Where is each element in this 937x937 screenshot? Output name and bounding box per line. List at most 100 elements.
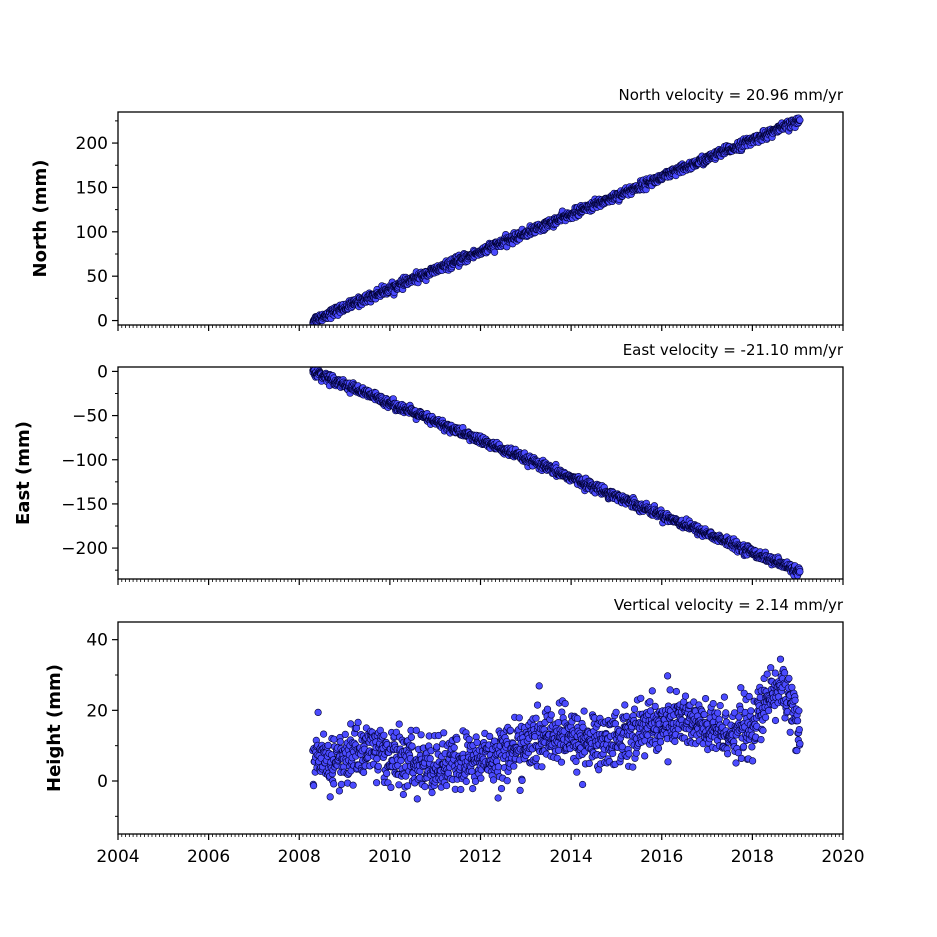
- x-tick-label: 2020: [821, 847, 864, 867]
- data-point: [407, 733, 416, 741]
- data-point: [737, 754, 746, 763]
- x-tick-label: 2004: [96, 847, 139, 867]
- data-point: [625, 750, 633, 758]
- data-point: [503, 777, 511, 785]
- y-tick-label: 20: [86, 701, 108, 721]
- y-tick-label: 0: [97, 312, 108, 332]
- y-tick-label: 200: [76, 134, 108, 154]
- data-point: [404, 782, 412, 790]
- data-point: [761, 713, 770, 722]
- data-point: [664, 758, 672, 766]
- data-point: [443, 781, 451, 790]
- data-point: [651, 702, 659, 711]
- data-point: [354, 718, 362, 727]
- data-point: [732, 759, 740, 767]
- data-point: [491, 248, 499, 256]
- data-point: [573, 768, 581, 776]
- data-point: [510, 762, 518, 770]
- data-point: [681, 692, 690, 700]
- data-point: [547, 711, 555, 719]
- y-axis-label: Height (mm): [44, 664, 65, 792]
- data-point: [714, 709, 722, 717]
- data-point: [473, 738, 481, 747]
- data-point: [532, 754, 540, 762]
- data-point: [336, 738, 344, 746]
- panel-title: Vertical velocity = 2.14 mm/yr: [614, 596, 844, 614]
- panel-2: 0 −50 −100 −150 −200 East velocity = -21.10 m…: [13, 341, 844, 585]
- y-tick-label: 0: [97, 772, 108, 792]
- data-point: [629, 763, 637, 771]
- data-point: [788, 683, 796, 692]
- data-point: [595, 766, 603, 774]
- y-tick-label: 100: [76, 223, 108, 243]
- data-point: [450, 744, 458, 752]
- data-point: [413, 795, 421, 803]
- data-point: [433, 743, 441, 751]
- data-point: [471, 777, 480, 786]
- data-point: [402, 772, 410, 780]
- data-point: [469, 784, 477, 793]
- x-tick-label: 2012: [459, 847, 502, 867]
- panel-1: 0 50 100 150 200 North velocity = 20.96 mm/yr…: [30, 86, 844, 332]
- y-tick-label: −150: [61, 495, 108, 515]
- data-point: [421, 782, 429, 791]
- data-point: [486, 732, 494, 741]
- data-point: [578, 780, 587, 789]
- data-point: [335, 787, 344, 795]
- y-tick-label: 50: [86, 267, 108, 287]
- data-point: [428, 788, 436, 797]
- data-point: [349, 781, 357, 789]
- data-point: [646, 707, 655, 715]
- data-point: [585, 759, 593, 768]
- data-point: [347, 720, 355, 728]
- data-point: [426, 754, 434, 763]
- data-point: [324, 741, 332, 750]
- data-point: [533, 701, 542, 709]
- data-point: [771, 716, 780, 725]
- data-point: [310, 782, 318, 790]
- x-tick-label: 2016: [640, 847, 683, 867]
- data-point: [795, 725, 803, 734]
- data-point: [383, 769, 391, 778]
- data-point: [786, 728, 794, 736]
- data-point: [723, 750, 732, 758]
- data-point: [796, 116, 804, 124]
- data-point: [543, 705, 552, 713]
- data-point: [580, 707, 588, 715]
- data-point: [387, 783, 395, 792]
- data-point: [561, 699, 569, 708]
- data-point: [462, 777, 470, 786]
- data-point: [767, 664, 775, 672]
- data-point: [337, 780, 346, 789]
- data-point: [573, 714, 582, 723]
- data-point: [795, 707, 803, 715]
- x-tick-label: 2006: [187, 847, 230, 867]
- data-point: [330, 780, 338, 788]
- data-point: [538, 763, 546, 771]
- data-point: [489, 776, 498, 784]
- data-point: [791, 696, 799, 704]
- data-point: [341, 730, 349, 739]
- data-point: [453, 735, 461, 743]
- data-point: [515, 714, 523, 722]
- y-tick-label: −200: [61, 539, 108, 559]
- data-point: [764, 706, 773, 715]
- data-point: [477, 774, 485, 782]
- y-tick-label: 0: [97, 362, 108, 382]
- panel-title: East velocity = -21.10 mm/yr: [623, 341, 844, 359]
- y-tick-label: 150: [76, 178, 108, 198]
- data-point: [654, 744, 663, 752]
- data-point: [518, 776, 526, 785]
- data-point: [532, 714, 540, 722]
- y-axis-label: East (mm): [13, 421, 34, 525]
- data-point: [776, 655, 785, 663]
- x-tick-label: 2008: [278, 847, 321, 867]
- panel-title: North velocity = 20.96 mm/yr: [619, 86, 844, 104]
- data-point: [672, 687, 681, 696]
- data-point: [360, 768, 368, 777]
- data-point: [748, 743, 756, 751]
- data-point: [793, 717, 802, 725]
- data-point: [671, 737, 679, 746]
- data-point: [641, 752, 649, 760]
